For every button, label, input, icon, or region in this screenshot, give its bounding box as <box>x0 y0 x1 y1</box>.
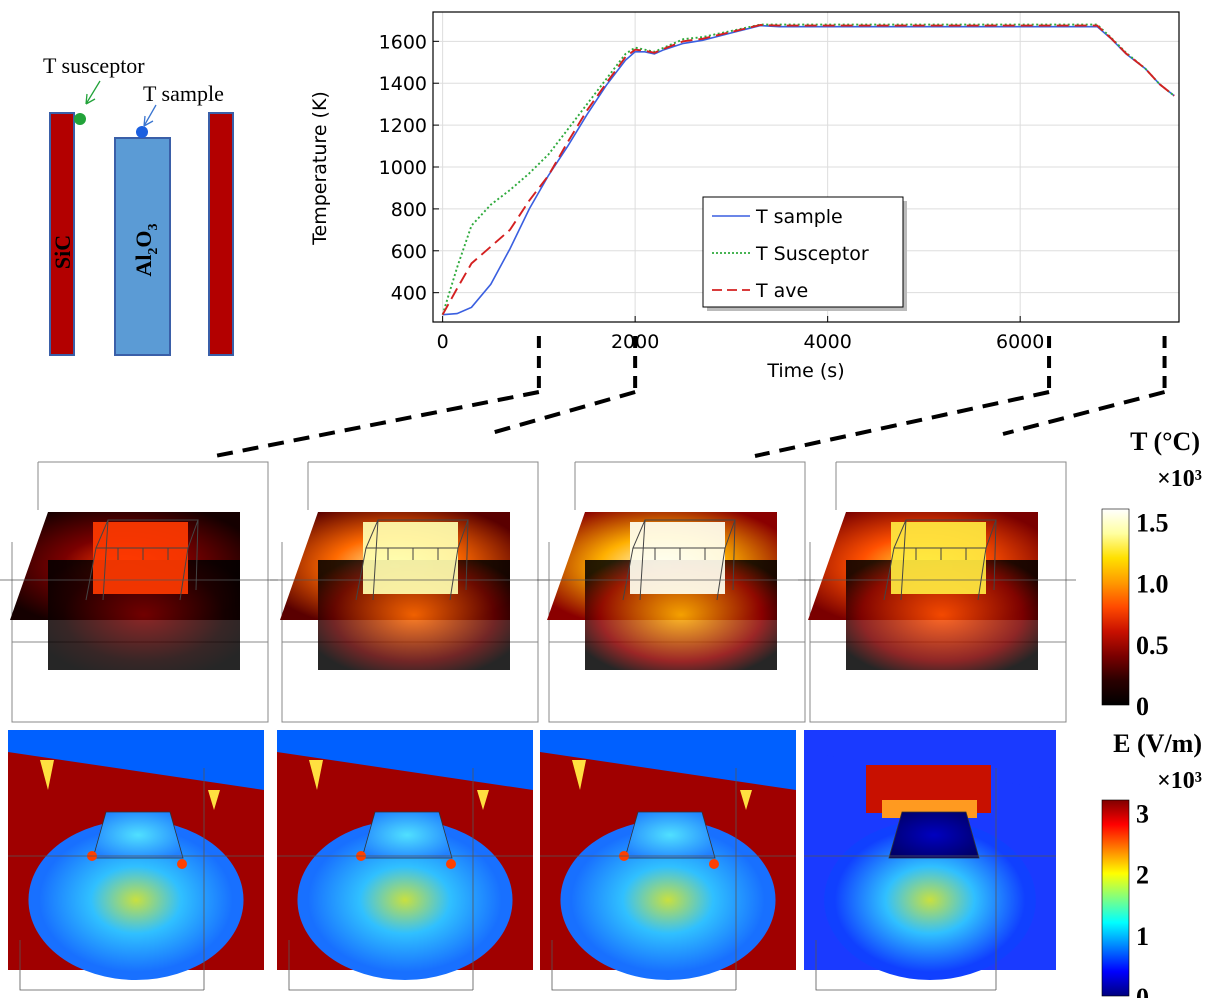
sample-block <box>624 811 716 859</box>
y-tick-label: 1000 <box>379 157 427 179</box>
sample-block <box>92 811 184 859</box>
hotspot-right <box>740 790 752 810</box>
crucible-wireframe <box>85 519 199 601</box>
temp-colorbar-gradient <box>1101 508 1130 706</box>
hotspot-right <box>477 790 489 810</box>
y-tick-label: 600 <box>391 241 427 263</box>
y-tick-label: 400 <box>391 283 427 305</box>
colorbar-tick-label: 1 <box>1136 922 1149 951</box>
temperature-panel <box>0 461 278 723</box>
y-tick-label: 800 <box>391 199 427 221</box>
chart-series <box>441 23 1175 316</box>
legend-label-t-ave: T ave <box>755 280 808 302</box>
susceptor-pointer-arrow <box>85 80 101 105</box>
label-t-sample: T sample <box>143 81 224 106</box>
hotspot-left <box>40 760 54 790</box>
label-sic: SiC <box>50 235 75 269</box>
sample-hot-zone <box>93 522 188 594</box>
x-tick-label: 6000 <box>996 331 1044 353</box>
corner-hotspot <box>709 859 719 869</box>
sample-hot-zone <box>363 522 458 594</box>
lower-field-lobe <box>297 820 513 980</box>
crucible-wireframe <box>622 519 736 601</box>
hotspot-left <box>572 760 586 790</box>
sample-hot-zone <box>630 522 725 594</box>
al2o3-sample <box>114 137 171 356</box>
colorbar-tick-label: 2 <box>1136 861 1149 890</box>
furnace-schematic: T susceptor T sample SiC Al2O3 <box>43 53 234 356</box>
bounding-box-wireframe <box>281 461 539 723</box>
sic-right-wall <box>208 112 234 356</box>
temperature-panel <box>270 461 548 723</box>
sample-probe-dot <box>136 126 148 138</box>
colorbar-tick-label: 0 <box>1136 692 1149 721</box>
temp-colorbar-multiplier: ×10³ <box>1157 466 1202 492</box>
x-axis-title: Time (s) <box>766 360 844 382</box>
efield-colorbar-gradient <box>1101 799 1130 997</box>
label-t-susceptor: T susceptor <box>43 53 145 78</box>
lower-field-lobe <box>28 820 244 980</box>
wireframe <box>8 768 264 991</box>
temp-colorbar-title: T (°C) <box>1130 427 1200 456</box>
chart-legend: T sample T Susceptor T ave <box>702 196 907 311</box>
y-tick-label: 1600 <box>379 31 427 53</box>
corner-hotspot <box>446 859 456 869</box>
colorbar-tick-label: 0 <box>1136 983 1149 998</box>
sample-block <box>888 811 980 859</box>
colorbar-tick-label: 1.0 <box>1136 570 1169 599</box>
legend-label-t-sample: T sample <box>755 206 843 228</box>
bounding-box-wireframe <box>809 461 1067 723</box>
wireframe <box>277 768 533 991</box>
colorbar-tick-label: 3 <box>1136 799 1149 828</box>
crucible-wireframe <box>355 519 469 601</box>
chart-ticks: 02000400060004006008001000120014001600 <box>379 31 1045 353</box>
snapshot-leader-lines <box>214 336 1167 458</box>
efield-panel <box>804 730 1056 991</box>
snapshot-leader-line <box>1002 390 1166 436</box>
series-line-t-ave <box>441 24 1175 316</box>
susceptor-probe-dot <box>74 113 86 125</box>
colorbar-tick-label: 0.5 <box>1136 631 1169 660</box>
temperature-colorbar: T (°C) ×10³ 1.5 1.0 0.5 0 <box>1101 427 1202 721</box>
efield-slice-panels <box>8 730 1056 991</box>
x-tick-label: 4000 <box>803 331 851 353</box>
wireframe <box>804 768 1056 991</box>
bounding-box-wireframe <box>548 461 806 723</box>
temperature-slice-panels <box>0 461 1076 723</box>
efield-panel <box>277 730 533 991</box>
hotspot-left <box>309 760 323 790</box>
sic-left-wall <box>49 112 75 356</box>
efield-panel <box>540 730 796 991</box>
y-axis-title: Temperature (K) <box>309 91 331 246</box>
sample-hot-zone <box>891 522 986 594</box>
lower-field-lobe <box>824 820 1036 980</box>
crucible-wireframe <box>883 519 997 601</box>
wireframe <box>540 768 796 991</box>
colorbar-tick-label: 1.5 <box>1136 508 1169 537</box>
efield-colorbar-multiplier: ×10³ <box>1157 768 1202 794</box>
efield-colorbar: E (V/m) ×10³ 3 2 1 0 <box>1101 729 1202 998</box>
legend-label-t-susceptor: T Susceptor <box>755 243 869 265</box>
temperature-panel <box>537 461 815 723</box>
hotspot-right <box>208 790 220 810</box>
y-tick-label: 1200 <box>379 115 427 137</box>
temp-colorbar-ticks: 1.5 1.0 0.5 0 <box>1136 508 1169 721</box>
sample-pointer-arrow <box>143 104 157 127</box>
sample-block <box>361 811 453 859</box>
temperature-chart: 02000400060004006008001000120014001600 T… <box>309 11 1180 382</box>
lower-field-lobe <box>560 820 776 980</box>
y-tick-label: 1400 <box>379 73 427 95</box>
efield-panel <box>8 730 264 991</box>
efield-colorbar-title: E (V/m) <box>1113 729 1202 758</box>
bounding-box-wireframe <box>11 461 269 723</box>
snapshot-leader-line <box>214 390 540 458</box>
efield-colorbar-ticks: 3 2 1 0 <box>1136 799 1149 998</box>
temperature-panel <box>798 461 1076 723</box>
x-tick-label: 0 <box>437 331 449 353</box>
snapshot-leader-line <box>754 390 1050 458</box>
label-al2o3: Al2O3 <box>131 223 161 276</box>
corner-hotspot <box>177 859 187 869</box>
